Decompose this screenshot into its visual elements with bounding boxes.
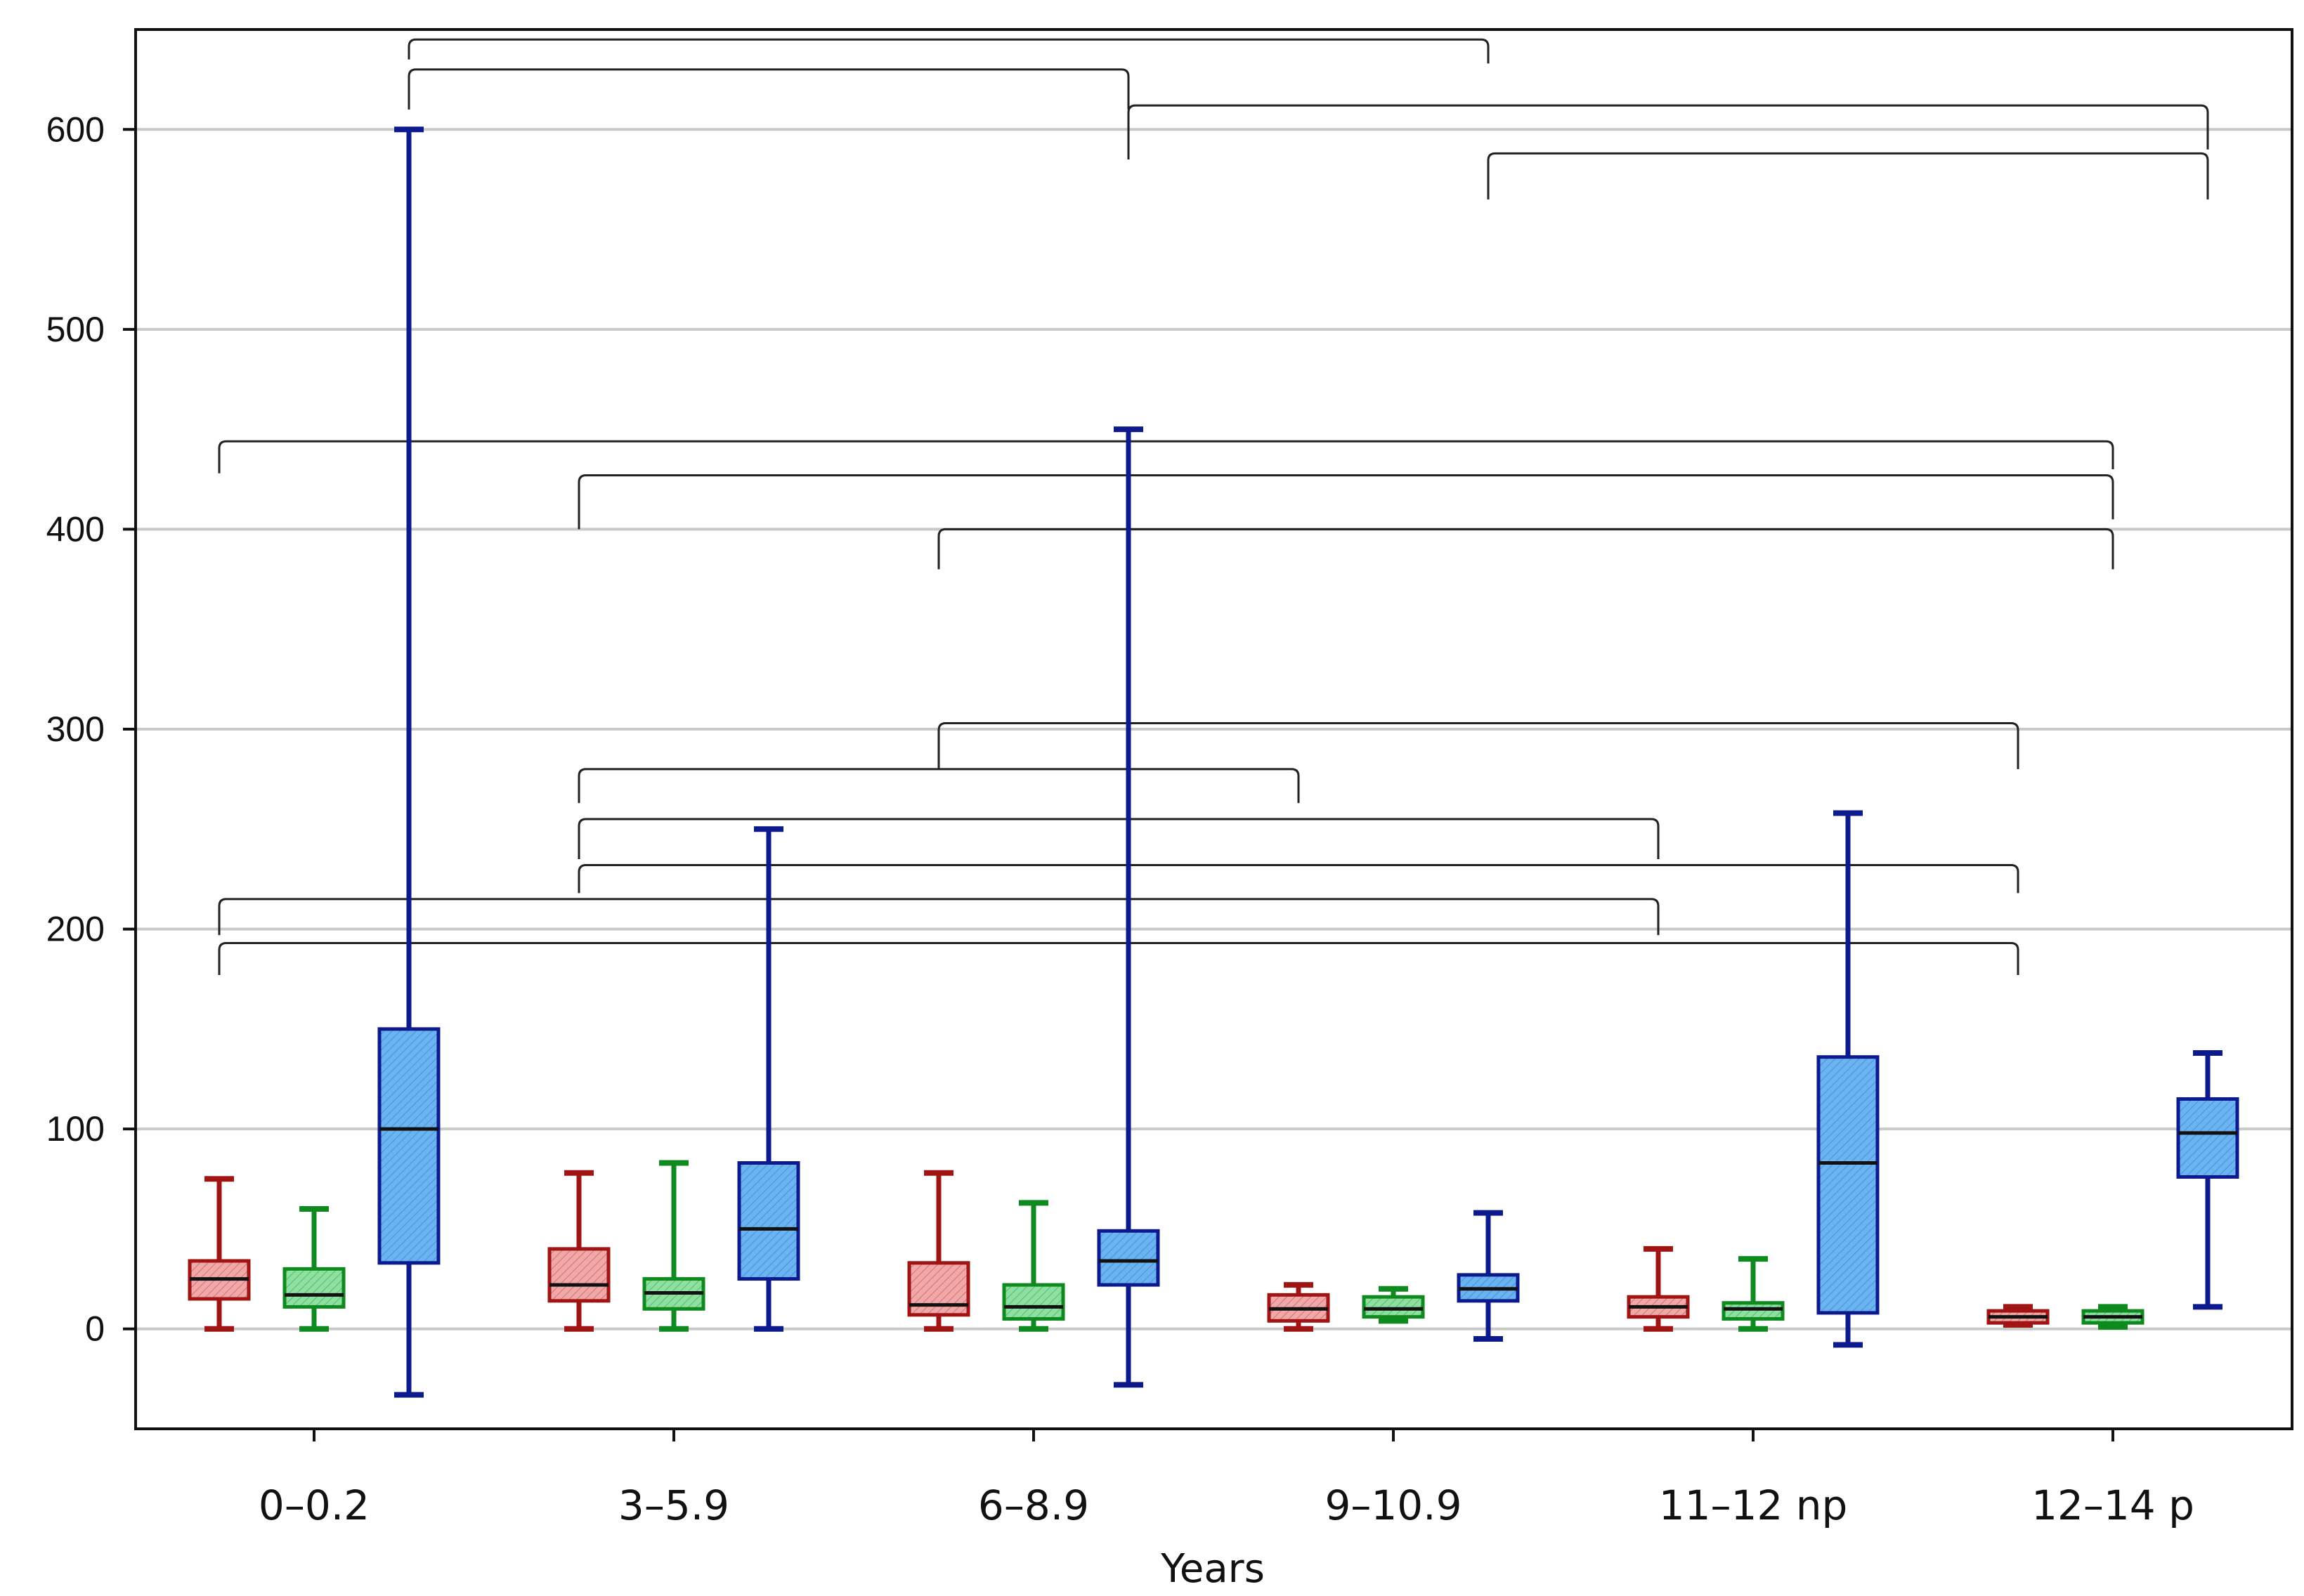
box-5-0	[1986, 1304, 2050, 1328]
x-tick-label-0: 0–0.2	[259, 1481, 370, 1529]
comparison-bracket-1	[408, 68, 1130, 110]
box-2-2	[1097, 426, 1160, 1388]
x-axis-label: Years	[1160, 1546, 1265, 1592]
iqr-box	[907, 1261, 970, 1317]
box-0-2	[377, 126, 441, 1398]
box-2-1	[1002, 1200, 1065, 1332]
y-tick-label-600: 600	[46, 110, 105, 149]
iqr-box	[1097, 1229, 1160, 1287]
box-1-2	[737, 826, 800, 1332]
comparison-bracket-4	[218, 440, 2114, 473]
iqr-box	[282, 1267, 346, 1309]
iqr-box	[1816, 1055, 1880, 1315]
x-tick-label-3: 9–10.9	[1325, 1481, 1462, 1529]
comparison-bracket-10	[578, 864, 2019, 894]
box-4-0	[1627, 1245, 1690, 1332]
x-tick-label-4: 11–12 np	[1659, 1481, 1848, 1529]
y-tick-label-400: 400	[46, 509, 105, 549]
y-tick-label-200: 200	[46, 910, 105, 949]
box-1-0	[547, 1170, 611, 1332]
box-4-2	[1816, 810, 1880, 1348]
comparison-bracket-7	[937, 721, 2019, 769]
iqr-box	[1002, 1283, 1065, 1321]
comparison-brackets	[218, 38, 2209, 976]
y-tick-label-0: 0	[85, 1309, 105, 1349]
comparison-bracket-12	[218, 941, 2019, 976]
box-series	[188, 126, 2239, 1398]
iqr-box	[1362, 1295, 1425, 1319]
comparison-bracket-3	[1487, 152, 2209, 200]
box-0-0	[188, 1176, 251, 1332]
comparison-bracket-9	[578, 818, 1660, 859]
iqr-box	[2176, 1097, 2239, 1179]
y-tick-label-300: 300	[46, 709, 105, 749]
box-5-1	[2081, 1304, 2144, 1330]
gridlines	[136, 128, 2292, 1330]
iqr-box	[377, 1027, 441, 1265]
iqr-box	[1722, 1301, 1785, 1321]
iqr-box	[547, 1247, 611, 1303]
comparison-bracket-8	[578, 768, 1300, 804]
axes: 0 100 200 300 400 500 600 0–0.2 3–5.9 6–8.9 9–10.9…	[46, 110, 2194, 1529]
x-tick-label-1: 3–5.9	[618, 1481, 729, 1529]
y-tick-label-500: 500	[46, 310, 105, 349]
x-tick-label-5: 12–14 p	[2031, 1481, 2194, 1529]
iqr-box	[737, 1161, 800, 1281]
x-tick-label-2: 6–8.9	[978, 1481, 1089, 1529]
y-tick-label-100: 100	[46, 1109, 105, 1149]
comparison-bracket-6	[937, 528, 2114, 570]
box-3-2	[1457, 1210, 1520, 1342]
box-2-0	[907, 1170, 970, 1332]
box-0-1	[282, 1205, 346, 1332]
comparison-bracket-2	[1127, 104, 2209, 159]
comparison-bracket-0	[408, 38, 1490, 64]
box-3-1	[1362, 1286, 1425, 1324]
box-5-2	[2176, 1050, 2239, 1310]
box-1-1	[642, 1160, 705, 1332]
box-3-0	[1267, 1282, 1330, 1332]
box-4-1	[1722, 1256, 1785, 1332]
comparison-bracket-11	[218, 898, 1660, 936]
comparison-bracket-5	[578, 474, 2114, 530]
